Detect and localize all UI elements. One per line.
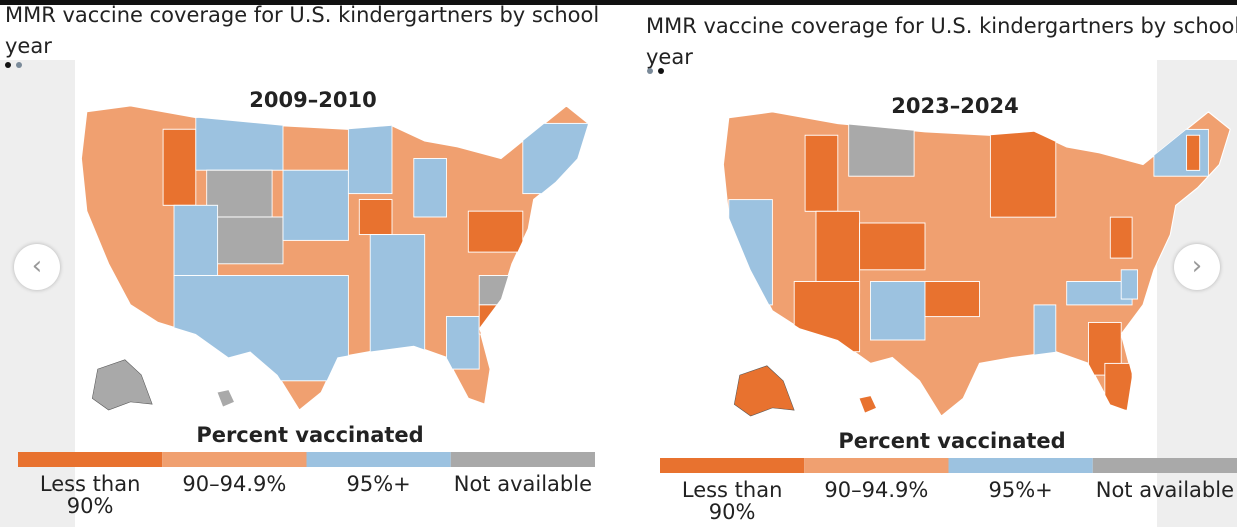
prev-button[interactable]: ‹ xyxy=(14,244,60,290)
state-region xyxy=(217,216,284,265)
legend-swatch xyxy=(162,452,307,467)
state-region xyxy=(1109,216,1133,259)
state-region xyxy=(804,134,839,212)
us-map xyxy=(722,111,1231,417)
state-region xyxy=(195,117,284,171)
state-region xyxy=(815,210,861,294)
alaska xyxy=(733,365,795,417)
pager-dot[interactable] xyxy=(5,62,11,68)
state-region xyxy=(1186,134,1201,171)
legend-label: Not available xyxy=(1095,478,1234,502)
legend-label: 90–94.9% xyxy=(824,478,929,502)
legend-swatch xyxy=(450,452,595,467)
legend-swatch xyxy=(804,458,949,473)
legend-swatch xyxy=(660,458,805,473)
state-region xyxy=(173,204,219,276)
state-region xyxy=(478,275,524,306)
next-button[interactable]: › xyxy=(1174,244,1220,290)
state-region xyxy=(162,128,197,206)
legend-label: Less than 90% xyxy=(39,472,141,518)
legend-label: 95%+ xyxy=(346,472,411,496)
legend-swatch xyxy=(1092,458,1237,473)
slide-title: MMR vaccine coverage for U.S. kindergart… xyxy=(646,14,1237,69)
state-region xyxy=(282,169,349,241)
state-region xyxy=(413,158,447,218)
top-bar xyxy=(0,0,1237,5)
state-region xyxy=(347,122,393,195)
state-region xyxy=(478,304,502,335)
legend-label: 95%+ xyxy=(988,478,1053,502)
state-region xyxy=(924,281,980,318)
state-region xyxy=(859,222,926,271)
us-map xyxy=(80,105,589,411)
legend-swatch xyxy=(18,452,163,467)
alaska xyxy=(91,359,153,411)
state-region xyxy=(1153,128,1209,177)
state-region xyxy=(369,234,426,370)
pager-dot[interactable] xyxy=(647,68,653,74)
map-period: 2009–2010 xyxy=(249,88,377,112)
state-region xyxy=(1120,269,1138,300)
state-region xyxy=(446,315,480,370)
side-strip xyxy=(0,60,75,527)
legend-swatch xyxy=(948,458,1093,473)
legend-label: Less than 90% xyxy=(681,478,783,524)
state-region xyxy=(522,122,589,195)
state-region xyxy=(870,281,926,341)
pager-dot[interactable] xyxy=(16,62,22,68)
state-region xyxy=(793,281,861,353)
state-region xyxy=(848,123,915,177)
map-base xyxy=(80,105,589,411)
slide-title: MMR vaccine coverage for U.S. kindergart… xyxy=(5,3,600,58)
hawaii xyxy=(217,390,234,407)
legend-label: 90–94.9% xyxy=(182,472,287,496)
legend-label: Not available xyxy=(453,472,592,496)
states xyxy=(162,117,589,382)
hawaii xyxy=(859,396,876,413)
state-region xyxy=(173,275,349,382)
state-region xyxy=(467,210,524,253)
states xyxy=(728,123,1209,411)
legend-title: Percent vaccinated xyxy=(838,429,1066,453)
state-region xyxy=(1033,304,1057,359)
state-region xyxy=(358,198,393,236)
state-region xyxy=(728,199,773,306)
state-region xyxy=(989,128,1057,218)
legend-title: Percent vaccinated xyxy=(196,423,424,447)
map-period: 2023–2024 xyxy=(891,94,1019,118)
pager-dot[interactable] xyxy=(658,68,664,74)
legend-swatch xyxy=(306,452,451,467)
